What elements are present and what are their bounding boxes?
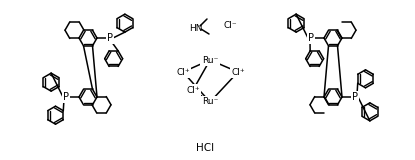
Text: Ru⁻: Ru⁻ (202, 56, 218, 64)
Text: P: P (308, 33, 314, 43)
Text: P: P (352, 92, 358, 102)
Text: HN: HN (189, 24, 203, 32)
Text: Cl⁺: Cl⁺ (186, 85, 200, 95)
Text: P: P (107, 33, 113, 43)
Text: Ru⁻: Ru⁻ (202, 97, 218, 107)
Text: P: P (63, 92, 69, 102)
Text: HCl: HCl (196, 143, 214, 153)
Text: Cl⁺: Cl⁺ (231, 68, 245, 76)
Text: Cl⁻: Cl⁻ (223, 20, 237, 29)
Text: Cl⁺: Cl⁺ (176, 68, 190, 76)
